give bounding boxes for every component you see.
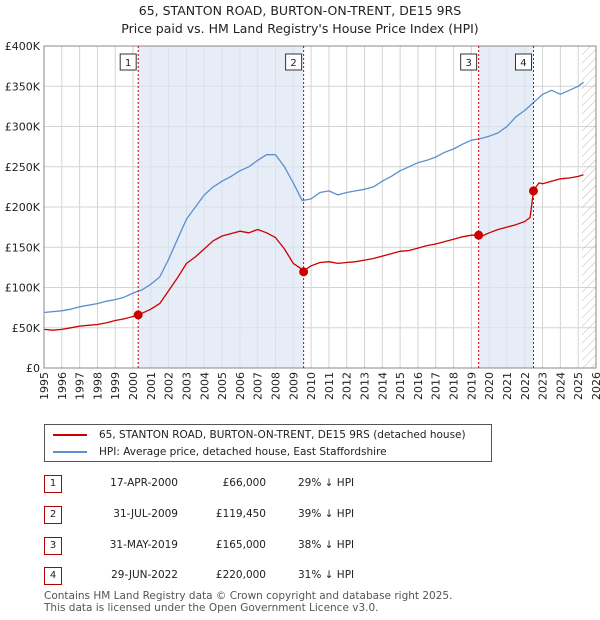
- y-tick-label: £50K: [12, 322, 41, 335]
- transaction-price: £66,000: [222, 477, 266, 489]
- sale-point: [133, 310, 143, 320]
- legend-item-hpi: HPI: Average price, detached house, East…: [53, 444, 387, 460]
- y-tick-label: £400K: [5, 40, 41, 53]
- y-tick-label: £200K: [5, 201, 41, 214]
- x-tick-label: 2014: [376, 372, 389, 400]
- transaction-price: £119,450: [215, 508, 266, 520]
- y-tick-label: £300K: [5, 121, 41, 134]
- sale-marker-box: [514, 53, 532, 71]
- x-tick-label: 1998: [91, 372, 104, 400]
- transaction-date: 29-JUN-2022: [111, 569, 178, 581]
- x-tick-label: 2007: [252, 372, 265, 400]
- x-tick-label: 2015: [394, 372, 407, 400]
- transaction-row: 4 29-JUN-2022 £220,000 31% ↓ HPI: [44, 567, 564, 587]
- hatch-future-region: [581, 46, 596, 368]
- x-tick-label: 2001: [145, 372, 158, 400]
- sale-marker-label: 2: [290, 58, 296, 69]
- legend-swatch-property: [53, 434, 87, 436]
- x-tick-label: 1997: [74, 372, 87, 400]
- x-tick-label: 2005: [216, 372, 229, 400]
- sale-point: [474, 230, 484, 240]
- x-tick-label: 2024: [554, 372, 567, 400]
- transaction-hpi-diff: 31% ↓ HPI: [298, 569, 355, 581]
- transaction-number: 2: [44, 506, 62, 524]
- sale-marker-label: 3: [465, 58, 471, 69]
- transaction-hpi-diff: 29% ↓ HPI: [298, 477, 355, 489]
- sale-marker-box: [119, 53, 137, 71]
- sale-marker-box: [460, 53, 478, 71]
- legend-label-property: 65, STANTON ROAD, BURTON-ON-TRENT, DE15 …: [99, 429, 466, 441]
- x-tick-label: 2008: [269, 372, 282, 400]
- transaction-hpi-diff: 39% ↓ HPI: [298, 508, 355, 520]
- x-tick-label: 1999: [109, 372, 122, 400]
- x-tick-label: 2025: [572, 372, 585, 400]
- sale-point: [528, 186, 538, 196]
- x-tick-label: 2016: [412, 372, 425, 400]
- x-tick-label: 2004: [198, 372, 211, 400]
- shade-period-3-4: [478, 46, 534, 368]
- x-tick-label: 2017: [430, 372, 443, 400]
- y-tick-label: £100K: [5, 282, 41, 295]
- transaction-date: 17-APR-2000: [110, 477, 178, 489]
- x-tick-label: 2010: [305, 372, 318, 400]
- x-tick-label: 2000: [127, 372, 140, 400]
- transaction-row: 3 31-MAY-2019 £165,000 38% ↓ HPI: [44, 537, 564, 557]
- transaction-price: £220,000: [215, 569, 266, 581]
- legend-swatch-hpi: [53, 451, 87, 453]
- x-tick-label: 2018: [448, 372, 461, 400]
- transaction-price: £165,000: [215, 539, 266, 551]
- legend-item-property: 65, STANTON ROAD, BURTON-ON-TRENT, DE15 …: [53, 427, 466, 443]
- transaction-number: 1: [44, 475, 62, 493]
- x-tick-label: 2022: [519, 372, 532, 400]
- sale-marker-box: [285, 53, 303, 71]
- y-tick-label: £250K: [5, 161, 41, 174]
- x-tick-label: 2013: [359, 372, 372, 400]
- footer-copyright: Contains HM Land Registry data © Crown c…: [44, 590, 453, 602]
- x-tick-label: 1996: [56, 372, 69, 400]
- sale-marker-label: 1: [125, 58, 131, 69]
- plot-frame: [43, 45, 597, 369]
- legend-label-hpi: HPI: Average price, detached house, East…: [99, 446, 387, 458]
- y-tick-label: £350K: [5, 80, 41, 93]
- x-tick-label: 2023: [537, 372, 550, 400]
- price-chart: £0 £50K £100K £150K £200K £250K £300K £350K £400…: [5, 40, 600, 400]
- x-tick-label: 1995: [38, 372, 51, 400]
- x-tick-label: 2019: [465, 372, 478, 400]
- chart-title: 65, STANTON ROAD, BURTON-ON-TRENT, DE15 …: [138, 3, 462, 18]
- shade-period-1-2: [138, 46, 304, 368]
- legend: 65, STANTON ROAD, BURTON-ON-TRENT, DE15 …: [44, 424, 492, 462]
- x-tick-label: 2026: [590, 372, 600, 400]
- transaction-date: 31-MAY-2019: [109, 539, 178, 551]
- y-tick-label: £150K: [5, 241, 41, 254]
- transaction-hpi-diff: 38% ↓ HPI: [298, 539, 355, 551]
- transaction-number: 4: [44, 567, 62, 585]
- x-tick-label: 2003: [180, 372, 193, 400]
- chart-subtitle: Price paid vs. HM Land Registry's House …: [121, 21, 479, 36]
- x-tick-label: 2002: [163, 372, 176, 400]
- x-tick-label: 2020: [483, 372, 496, 400]
- transaction-row: 2 31-JUL-2009 £119,450 39% ↓ HPI: [44, 506, 564, 526]
- x-tick-label: 2012: [341, 372, 354, 400]
- x-tick-label: 2009: [287, 372, 300, 400]
- sale-point: [299, 267, 309, 277]
- transaction-date: 31-JUL-2009: [113, 508, 178, 520]
- transaction-number: 3: [44, 537, 62, 555]
- series-line-hpi: [43, 81, 584, 314]
- x-tick-label: 2006: [234, 372, 247, 400]
- transaction-row: 1 17-APR-2000 £66,000 29% ↓ HPI: [44, 475, 564, 495]
- y-tick-label: £0: [26, 362, 40, 375]
- sale-marker-label: 4: [520, 58, 526, 69]
- x-tick-label: 2021: [501, 372, 514, 400]
- x-tick-label: 2011: [323, 372, 336, 400]
- footer-licence: This data is licensed under the Open Gov…: [44, 602, 379, 614]
